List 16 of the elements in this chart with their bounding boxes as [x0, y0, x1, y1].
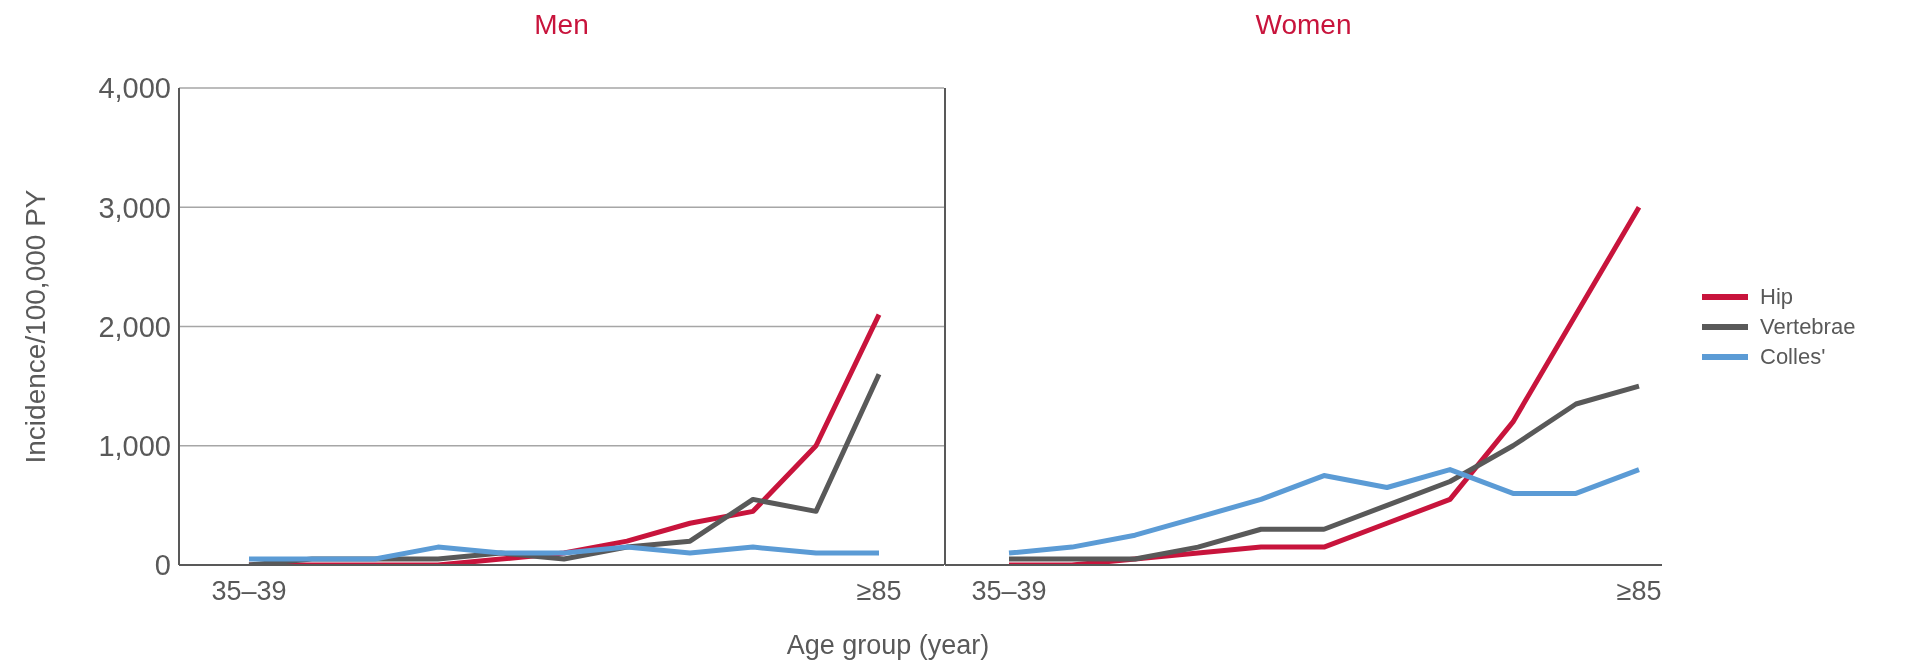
x-tick-label: 35–39	[971, 576, 1047, 607]
y-tick-label: 4,000	[98, 72, 171, 105]
legend-label: Colles'	[1760, 343, 1826, 370]
x-axis-title: Age group (year)	[785, 630, 991, 660]
y-tick-label: 2,000	[98, 310, 171, 343]
x-tick-label: ≥85	[856, 576, 902, 607]
y-tick-label: 3,000	[98, 191, 171, 224]
chart-title: Women	[1254, 8, 1353, 42]
chart-title: Men	[533, 8, 590, 42]
y-axis-title: Incidence/100,000 PY	[19, 189, 51, 464]
x-tick-label: ≥85	[1616, 576, 1662, 607]
legend-label: Vertebrae	[1760, 313, 1856, 340]
y-tick-label: 0	[154, 549, 171, 582]
x-tick-label: 35–39	[211, 576, 287, 607]
y-tick-label: 1,000	[98, 430, 171, 463]
legend-label: Hip	[1760, 283, 1794, 310]
